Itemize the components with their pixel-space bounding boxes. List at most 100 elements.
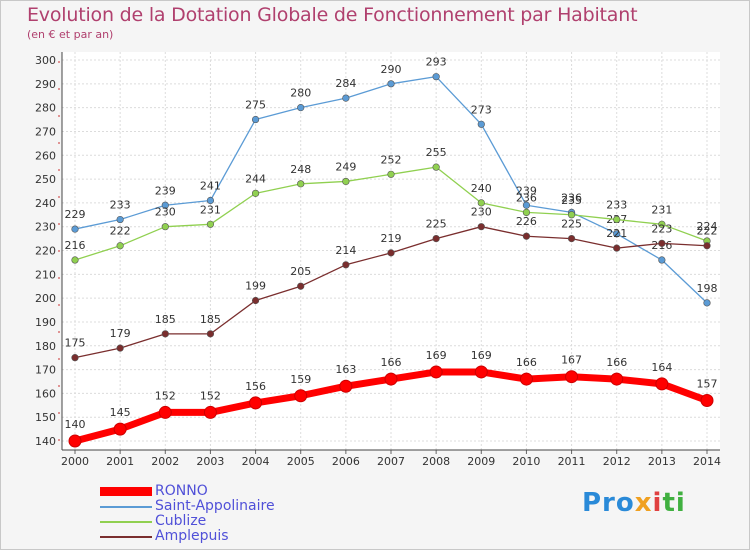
legend-label: Cublize: [155, 513, 207, 529]
x-tick-label: 2006: [332, 455, 360, 468]
data-point: [703, 299, 711, 307]
data-label: 169: [471, 349, 492, 362]
data-label: 284: [335, 77, 356, 90]
data-point: [251, 296, 260, 305]
data-label: 164: [651, 361, 672, 374]
data-label: 169: [426, 349, 447, 362]
legend-swatch: [100, 521, 152, 523]
data-label: 233: [110, 199, 131, 212]
data-label: 231: [200, 203, 221, 216]
data-label: 159: [290, 373, 311, 386]
data-point: [206, 196, 215, 205]
data-point: [71, 256, 79, 264]
proxiti-logo: Proxiti: [582, 488, 686, 518]
y-tick-label: 230: [35, 221, 56, 234]
x-tick-label: 2009: [467, 455, 495, 468]
data-point: [432, 163, 440, 171]
data-point: [429, 365, 443, 379]
x-tick-label: 2010: [512, 455, 540, 468]
data-point: [342, 261, 350, 269]
x-tick-label: 2012: [603, 455, 631, 468]
data-point: [658, 220, 666, 228]
data-label: 233: [606, 199, 627, 212]
data-point: [565, 370, 579, 384]
data-point: [432, 234, 440, 243]
data-point: [655, 377, 669, 391]
data-label: 223: [651, 222, 672, 235]
data-point: [387, 249, 395, 257]
data-point: [113, 422, 127, 436]
data-label: 166: [381, 356, 402, 369]
y-tick-label: 240: [35, 197, 56, 210]
data-label: 229: [65, 208, 86, 221]
data-label: 236: [516, 191, 537, 204]
data-label: 216: [65, 239, 86, 252]
legend-item: Cublize: [100, 513, 320, 529]
x-tick-label: 2004: [242, 455, 270, 468]
data-point: [613, 244, 621, 252]
data-label: 222: [697, 225, 718, 238]
y-tick-label: 250: [35, 173, 56, 186]
logo-part: i: [652, 488, 663, 518]
data-point: [249, 396, 263, 410]
data-point: [161, 223, 169, 231]
data-point: [387, 80, 395, 88]
data-label: 156: [245, 380, 266, 393]
y-tick-label: 140: [35, 435, 56, 448]
x-tick-label: 2007: [377, 455, 405, 468]
data-point: [703, 242, 711, 250]
x-tick-label: 2011: [558, 455, 586, 468]
data-label: 230: [155, 206, 176, 219]
data-point: [161, 330, 169, 338]
data-label: 252: [381, 153, 402, 166]
data-label: 166: [516, 356, 537, 369]
x-tick-label: 2000: [61, 455, 89, 468]
data-label: 280: [290, 87, 311, 100]
data-point: [658, 239, 666, 247]
legend-item: Saint-Appolinaire: [100, 498, 320, 514]
x-tick-label: 2003: [196, 455, 224, 468]
data-label: 226: [516, 215, 537, 228]
data-point: [297, 104, 305, 112]
data-point: [342, 177, 350, 186]
data-point: [206, 220, 215, 228]
data-label: 152: [200, 389, 221, 402]
data-label: 293: [426, 56, 447, 69]
data-label: 214: [335, 244, 356, 257]
x-tick-label: 2002: [151, 455, 179, 468]
data-label: 231: [651, 203, 672, 216]
data-point: [71, 354, 79, 362]
y-tick-label: 170: [35, 364, 56, 377]
data-point: [116, 215, 124, 224]
legend-swatch: [100, 487, 152, 496]
chart-title: Evolution de la Dotation Globale de Fonc…: [27, 4, 638, 26]
data-point: [567, 211, 576, 219]
data-point: [700, 394, 714, 408]
x-tick-label: 2008: [422, 455, 450, 468]
data-point: [522, 201, 531, 209]
data-label: 225: [561, 218, 582, 231]
data-point: [71, 225, 79, 233]
data-point: [567, 234, 576, 243]
data-point: [294, 389, 308, 403]
y-tick-label: 280: [35, 102, 56, 115]
data-label: 240: [471, 182, 492, 195]
legend-label: Saint-Appolinaire: [155, 498, 275, 514]
data-point: [339, 379, 353, 393]
x-tick-label: 2001: [106, 455, 134, 468]
data-label: 275: [245, 99, 266, 112]
legend-item: RONNO: [100, 483, 320, 499]
logo-part: Pro: [582, 488, 635, 518]
data-point: [519, 372, 533, 386]
data-label: 273: [471, 103, 492, 116]
data-label: 241: [200, 179, 221, 192]
legend-label: RONNO: [155, 483, 208, 499]
data-point: [251, 115, 260, 124]
data-point: [161, 201, 169, 209]
data-label: 239: [516, 184, 537, 197]
data-point: [477, 120, 485, 128]
data-point: [297, 180, 305, 188]
data-label: 224: [697, 220, 718, 233]
y-tick-label: 290: [35, 78, 56, 91]
